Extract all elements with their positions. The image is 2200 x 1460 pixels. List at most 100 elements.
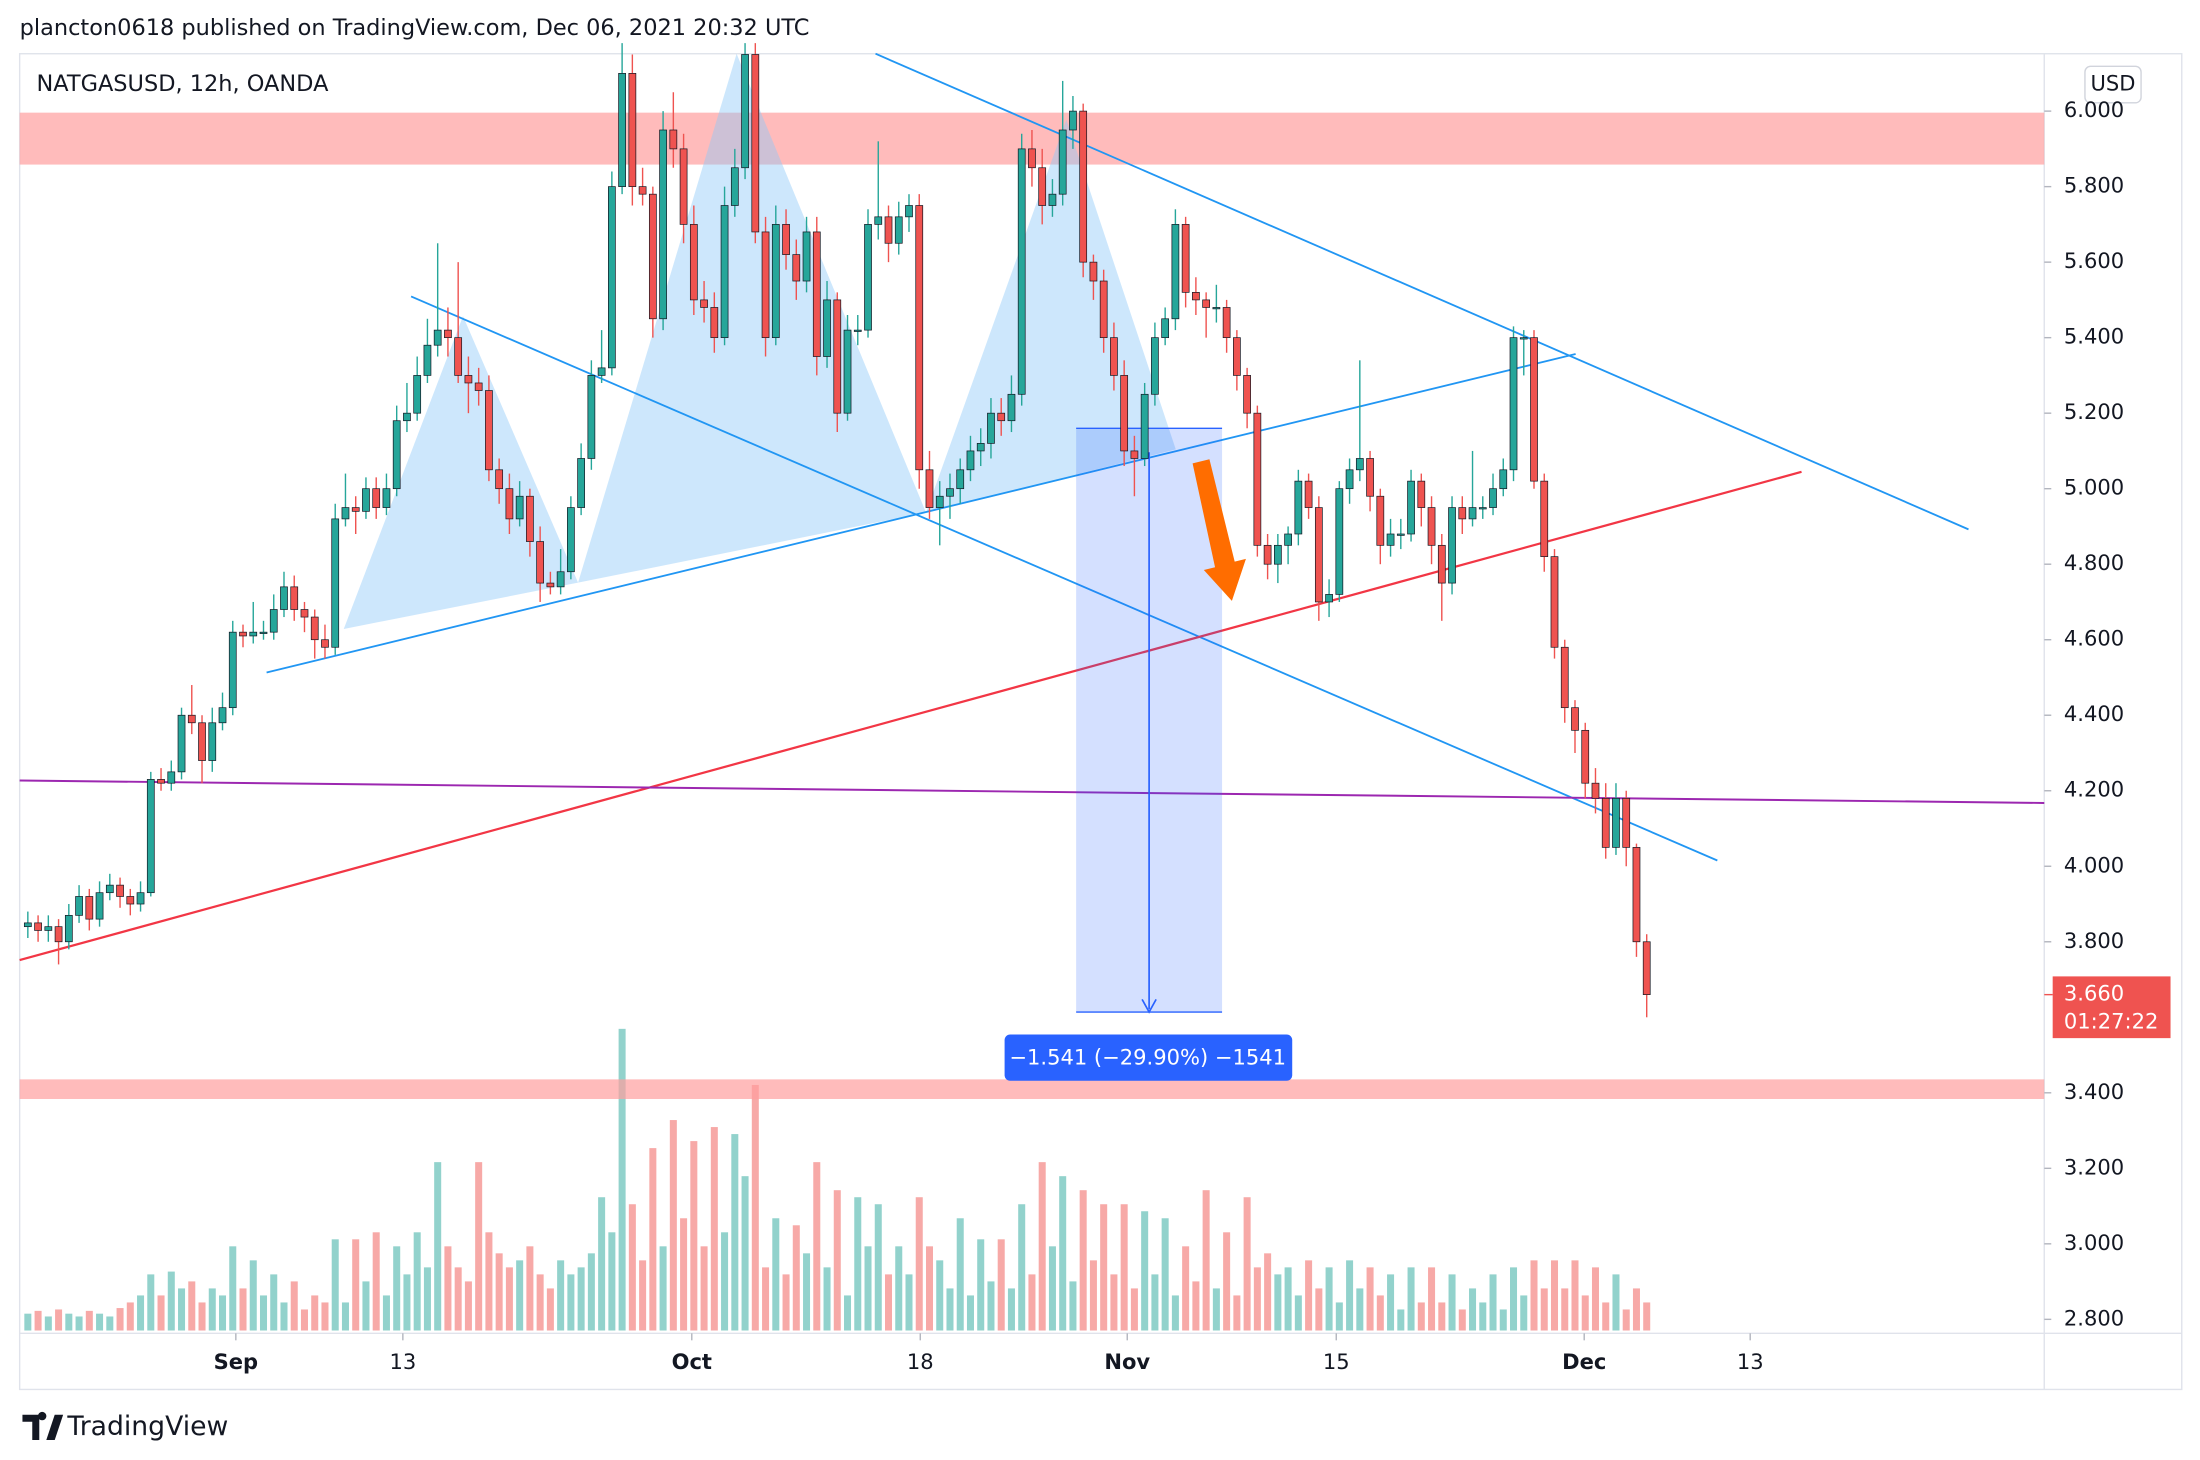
y-tick-label: 4.200 [2064, 777, 2124, 802]
candle-body [34, 922, 42, 931]
volume-bar [700, 1246, 708, 1331]
candle-body [300, 609, 309, 618]
candle-body [269, 609, 278, 633]
candle-body [1294, 480, 1303, 535]
candle-body [1345, 469, 1354, 490]
volume-bar [96, 1313, 104, 1331]
volume-bar [454, 1267, 462, 1331]
volume-bar [1284, 1267, 1292, 1331]
footer-logo: TradingView [22, 1411, 228, 1442]
volume-bar [639, 1260, 647, 1331]
candle-body [1058, 129, 1067, 195]
volume-bar [1499, 1309, 1507, 1331]
volume-bar [925, 1246, 933, 1331]
candle-body [1130, 450, 1139, 459]
y-tick-label: 5.200 [2064, 399, 2124, 424]
volume-bar [721, 1232, 729, 1331]
volume-bar [1141, 1211, 1149, 1331]
volume-bar [1294, 1295, 1302, 1331]
volume-bar [608, 1232, 616, 1331]
candle-body [1509, 337, 1518, 471]
candle-body [85, 896, 94, 920]
candle-body [1540, 480, 1549, 558]
volume-bar [126, 1302, 134, 1331]
volume-bar [987, 1281, 995, 1331]
volume-bar [75, 1316, 83, 1331]
volume-bar [1089, 1260, 1097, 1331]
trend-line [19, 470, 1802, 962]
volume-bar [1448, 1274, 1456, 1331]
candle-body [454, 337, 463, 376]
candle-body [126, 896, 135, 905]
y-tick-label: 3.800 [2064, 928, 2124, 953]
candle-body [577, 458, 585, 508]
candle-body [556, 571, 565, 588]
candle-body [874, 216, 883, 225]
candle-body [1048, 193, 1057, 206]
volume-bar [362, 1281, 370, 1331]
volume-bar [956, 1218, 964, 1331]
candle-body [1417, 480, 1426, 508]
candle-body [444, 329, 452, 339]
volume-bar [423, 1267, 431, 1331]
candle-body [1427, 507, 1436, 546]
candle-body [341, 507, 350, 520]
volume-bar [536, 1274, 544, 1331]
candle-body [546, 582, 555, 588]
candle-body [310, 616, 319, 641]
candle-body [700, 299, 708, 308]
x-tick-label: Dec [1562, 1349, 1606, 1374]
volume-bar [946, 1288, 954, 1331]
volume-bar [167, 1271, 175, 1331]
candle-body [792, 254, 801, 282]
candle-body [1581, 729, 1590, 784]
candle-body [1519, 337, 1528, 340]
volume-bar [598, 1197, 606, 1331]
measure-arrow-head [1141, 998, 1157, 1014]
volume-bar [229, 1246, 237, 1331]
volume-bar [567, 1274, 575, 1331]
candle-body [946, 488, 954, 497]
volume-bar [1540, 1288, 1548, 1331]
candle-body [515, 495, 524, 520]
volume-bar [116, 1308, 124, 1331]
candle-body [321, 639, 329, 648]
volume-bar [741, 1176, 749, 1331]
x-tick-label: 18 [907, 1349, 934, 1374]
candle-body [659, 129, 667, 320]
volume-bar [1120, 1204, 1128, 1331]
volume-bar [659, 1246, 667, 1331]
volume-bar [977, 1239, 985, 1331]
volume-bar [1397, 1309, 1405, 1331]
candle-body [1355, 458, 1364, 471]
candle-body [495, 469, 504, 490]
candle-body [1591, 782, 1600, 799]
candle-body [1212, 307, 1221, 310]
candle-body [23, 922, 32, 928]
candle-body [905, 205, 913, 218]
volume-bar [249, 1260, 257, 1331]
volume-bar [1571, 1260, 1579, 1331]
volume-bar [526, 1246, 534, 1331]
candle-body [1468, 507, 1477, 520]
candle-body [208, 722, 217, 761]
head [578, 53, 927, 583]
volume-bar [1520, 1295, 1528, 1331]
volume-bar [1048, 1246, 1056, 1331]
candle-body [925, 469, 934, 508]
volume-bar [1274, 1274, 1282, 1331]
volume-bar [331, 1239, 339, 1331]
volume-bar [341, 1302, 349, 1331]
candle-body [741, 54, 749, 169]
volume-bar [137, 1295, 145, 1331]
candle-body [1099, 280, 1108, 339]
currency-button[interactable] [2084, 65, 2142, 104]
candle-body [1017, 148, 1026, 395]
volume-bar [1100, 1204, 1108, 1331]
candle-body [1314, 507, 1323, 603]
volume-bar [1387, 1274, 1395, 1331]
candle-body [464, 375, 473, 384]
volume-bar [280, 1302, 288, 1331]
candle-body [526, 495, 534, 542]
